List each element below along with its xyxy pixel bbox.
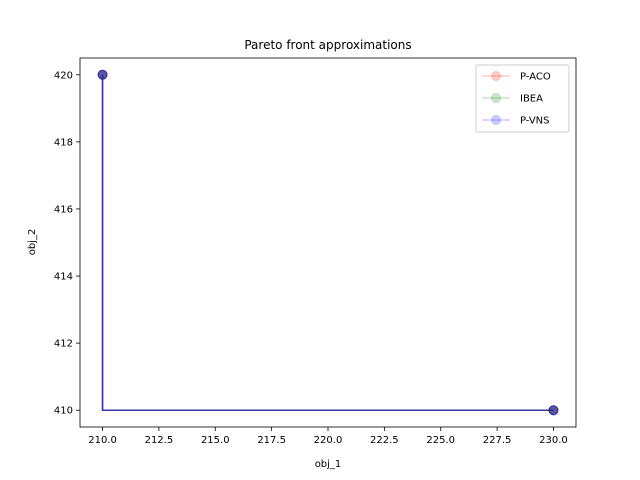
y-axis-ticks: 410 412 414 416 418 420 — [54, 70, 80, 417]
data-point-p-vns — [548, 405, 559, 416]
series-points — [97, 69, 559, 416]
legend-label: P-ACO — [520, 72, 551, 83]
x-tick-label: 212.5 — [145, 435, 174, 446]
x-tick-label: 222.5 — [370, 435, 399, 446]
y-tick-label: 414 — [54, 272, 73, 283]
legend-entry-ibea: IBEA — [482, 93, 543, 105]
y-axis-label: obj_2 — [27, 229, 38, 256]
legend-label: P-VNS — [520, 116, 550, 127]
x-axis-ticks: 210.0 212.5 215.0 217.5 220.0 222.5 225.0 227.5… — [88, 427, 568, 446]
y-tick-label: 418 — [54, 137, 73, 148]
x-tick-label: 230.0 — [539, 435, 568, 446]
x-tick-label: 217.5 — [257, 435, 286, 446]
x-tick-label: 227.5 — [483, 435, 512, 446]
x-tick-label: 215.0 — [201, 435, 230, 446]
legend-entry-p-aco: P-ACO — [482, 71, 551, 83]
x-tick-label: 210.0 — [88, 435, 117, 446]
series-lines — [101, 74, 554, 411]
data-point-p-vns — [97, 69, 108, 80]
chart-title: Pareto front approximations — [244, 38, 411, 52]
legend-swatch-marker — [491, 93, 501, 103]
y-tick-label: 412 — [54, 339, 73, 350]
x-tick-label: 220.0 — [314, 435, 343, 446]
x-axis-label: obj_1 — [315, 459, 342, 470]
legend-swatch-marker — [491, 115, 501, 125]
y-tick-label: 410 — [54, 406, 73, 417]
legend-entry-p-vns: P-VNS — [482, 115, 550, 127]
y-tick-label: 420 — [54, 70, 73, 81]
x-tick-label: 225.0 — [426, 435, 455, 446]
legend: P-ACO IBEA P-VNS — [475, 64, 570, 133]
legend-swatch-marker — [491, 71, 501, 81]
y-tick-label: 416 — [54, 204, 73, 215]
series-line-p-vns — [101, 74, 554, 411]
legend-box — [475, 64, 570, 133]
legend-label: IBEA — [520, 94, 543, 105]
